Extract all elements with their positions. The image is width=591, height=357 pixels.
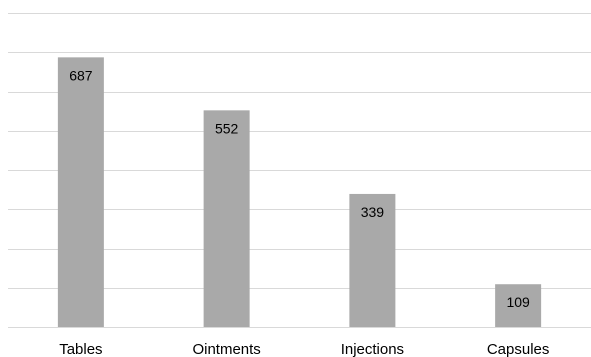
data-label-capsules: 109 [506,294,530,310]
bar-injections [349,193,396,327]
data-label-injections: 339 [361,204,385,220]
bar-tables [57,57,104,327]
data-labels: 687 552 339 109 [69,67,530,310]
bar-capsules [495,284,542,327]
bar-ointments [203,110,250,327]
category-label-injections: Injections [341,341,404,357]
data-label-ointments: 552 [215,120,239,136]
category-label-tables: Tables [59,341,102,357]
bars [57,57,542,327]
data-label-tables: 687 [69,67,93,83]
category-labels: Tables Ointments Injections Capsules [59,341,549,357]
gridlines [8,13,591,328]
category-label-ointments: Ointments [192,341,260,357]
category-label-capsules: Capsules [487,341,550,357]
